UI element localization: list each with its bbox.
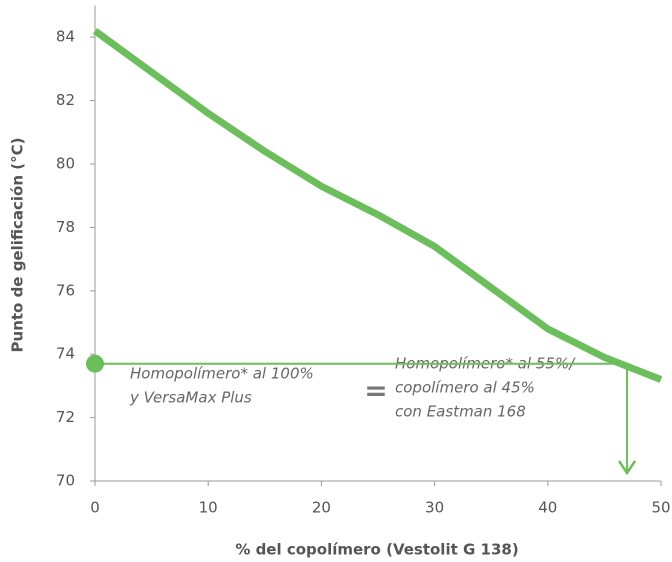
y-tick-label: 84 [56, 28, 75, 46]
arrow-head [617, 460, 637, 476]
annotation: copolímero al 45% [395, 379, 535, 397]
x-tick-label: 20 [312, 499, 331, 517]
y-tick-label: 70 [56, 472, 75, 490]
reference-dot [86, 354, 104, 373]
x-tick-label: 40 [538, 499, 557, 517]
y-tick-label: 76 [56, 281, 75, 299]
y-axis-title: Punto de gelificación (°C) [9, 138, 27, 353]
x-tick-label: 10 [199, 499, 218, 517]
x-tick-label: 30 [425, 499, 444, 517]
y-tick-label: 80 [56, 155, 75, 173]
y-tick-label: 78 [56, 218, 75, 236]
annotation: y VersaMax Plus [129, 389, 252, 407]
y-tick-label: 72 [56, 408, 75, 426]
y-tick-label: 74 [56, 345, 75, 363]
y-tick-label: 82 [56, 91, 75, 109]
x-axis-title: % del copolímero (Vestolit G 138) [235, 541, 518, 559]
x-tick-label: 0 [90, 499, 100, 517]
x-tick-label: 50 [651, 499, 670, 517]
equals-sign: = [364, 374, 387, 407]
data-line [92, 28, 663, 383]
annotation: Homopolímero* al 100% [130, 365, 314, 383]
annotation: con Eastman 168 [395, 403, 526, 421]
